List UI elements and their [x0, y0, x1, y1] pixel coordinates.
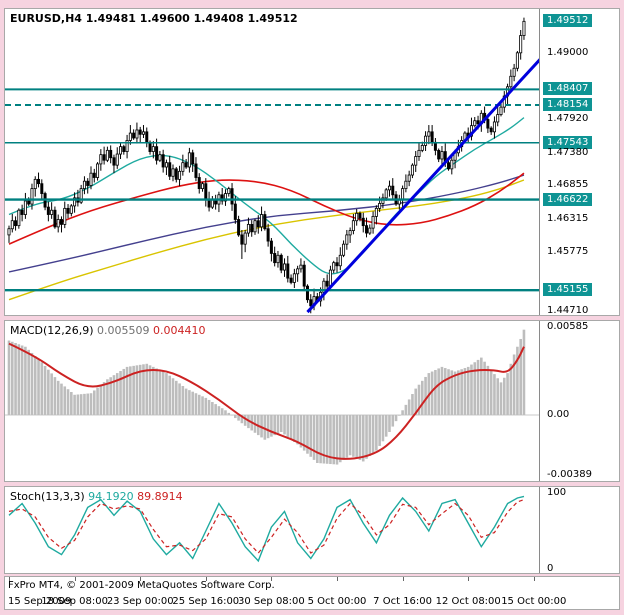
- time-axis-label: 5 Oct 00:00: [307, 596, 367, 607]
- price-scale-label: 1.49000: [547, 46, 589, 58]
- stochastic-value-k: 94.1920: [88, 490, 134, 503]
- stochastic-canvas[interactable]: [5, 487, 539, 575]
- time-axis-label: 23 Sep 00:00: [106, 596, 174, 607]
- macd-indicator-label: MACD(12,26,9): [10, 324, 94, 337]
- copyright-text: FxPro MT4, © 2001-2009 MetaQuotes Softwa…: [8, 580, 275, 591]
- time-axis-label: 18 Sep 08:00: [41, 596, 108, 607]
- time-axis-label: 12 Oct 08:00: [435, 596, 501, 607]
- time-axis-label: 15 Oct 00:00: [501, 596, 567, 607]
- price-scale-divider: [539, 9, 540, 315]
- price-scale-badge: 1.45155: [543, 283, 593, 297]
- time-axis-tick: [140, 577, 142, 581]
- time-axis-label: 25 Sep 16:00: [172, 596, 240, 607]
- macd-scale-divider: [539, 321, 540, 481]
- ma-yellow: [8, 179, 525, 301]
- macd-value-main: 0.005509: [97, 324, 150, 337]
- price-chart-canvas[interactable]: [5, 9, 539, 317]
- chart-title: EURUSD,H4 1.49481 1.49600 1.49408 1.4951…: [10, 12, 298, 25]
- price-scale: 1.49512 1.49000 1.48407 1.48154 1.47920 1.475…: [541, 9, 619, 315]
- price-scale-label: 1.47380: [547, 146, 589, 158]
- macd-value-signal: 0.004410: [153, 324, 206, 337]
- macd-signal-line: [8, 342, 525, 460]
- candlesticks: [7, 17, 526, 314]
- time-axis-tick: [271, 577, 273, 581]
- time-axis-tick: [74, 577, 76, 581]
- macd-scale-label: 0.00585: [547, 321, 589, 332]
- price-scale-label: 1.47920: [547, 113, 589, 125]
- stochastic-title: Stoch(13,3,3) 94.1920 89.8914: [10, 490, 183, 503]
- price-chart-panel: EURUSD,H4 1.49481 1.49600 1.49408 1.4951…: [4, 8, 620, 316]
- price-scale-label: 1.46315: [547, 212, 589, 224]
- price-scale-label: 1.46855: [547, 179, 589, 191]
- time-axis-tick: [337, 577, 338, 581]
- stochastic-scale-divider: [539, 487, 540, 573]
- macd-scale-label: -0.00389: [547, 469, 592, 481]
- price-scale-label: 1.45775: [547, 245, 589, 257]
- stochastic-panel: Stoch(13,3,3) 94.1920 89.8914 100 0: [4, 486, 620, 574]
- price-scale-badge: 1.46622: [543, 192, 593, 206]
- macd-panel: MACD(12,26,9) 0.005509 0.004410 0.00585 0…: [4, 320, 620, 482]
- time-axis-tick: [9, 577, 10, 581]
- stochastic-d-line: [8, 499, 525, 554]
- macd-scale-label: 0.00: [547, 408, 570, 420]
- trend-line: [306, 58, 539, 314]
- price-scale-badge: 1.48407: [543, 82, 593, 96]
- stochastic-value-d: 89.8914: [137, 490, 183, 503]
- stochastic-scale: 100 0: [541, 487, 619, 573]
- price-scale-badge: 1.49512: [543, 14, 593, 28]
- time-axis-label: 30 Sep 08:00: [238, 596, 305, 607]
- time-axis-panel: FxPro MT4, © 2001-2009 MetaQuotes Softwa…: [4, 576, 620, 610]
- stochastic-indicator-label: Stoch(13,3,3): [10, 490, 85, 503]
- time-axis-label: 15 Sep 2009: [8, 596, 72, 607]
- time-axis-tick: [533, 577, 535, 581]
- macd-histogram: [7, 329, 526, 465]
- price-scale-badge: 1.47543: [543, 135, 593, 149]
- time-axis-tick: [468, 577, 470, 581]
- time-axis-label: 7 Oct 16:00: [373, 596, 433, 607]
- price-scale-label: 1.44710: [547, 305, 589, 315]
- stochastic-scale-label: 100: [547, 487, 567, 498]
- stochastic-k-line: [8, 495, 525, 563]
- macd-title: MACD(12,26,9) 0.005509 0.004410: [10, 324, 206, 337]
- time-axis-tick: [205, 577, 207, 581]
- time-axis-tick: [402, 577, 404, 581]
- ma-slow-dark: [8, 174, 525, 273]
- macd-canvas[interactable]: [5, 321, 539, 483]
- macd-scale: 0.00585 0.00 -0.00389: [541, 321, 619, 481]
- stochastic-scale-label: 0: [547, 563, 554, 573]
- price-scale-badge: 1.48154: [543, 98, 593, 112]
